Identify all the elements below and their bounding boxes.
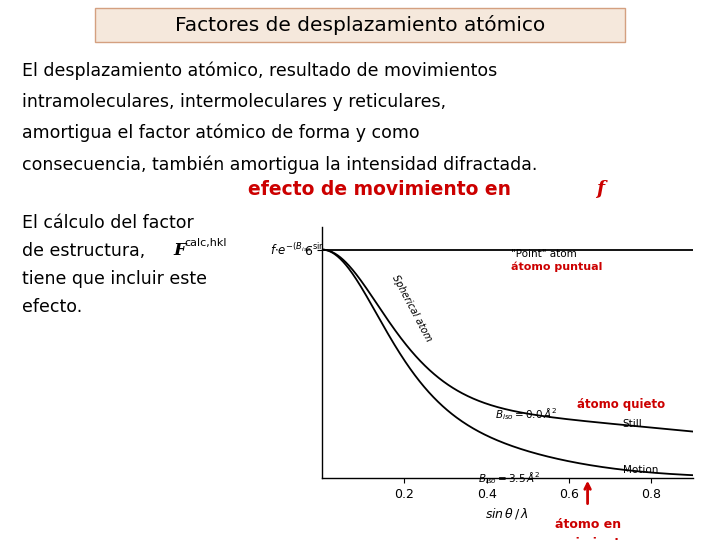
Text: tiene que incluir este: tiene que incluir este [22,270,207,288]
Text: $f{\cdot}e^{-(B_{iso}{\cdot}\sin^2(1/\lambda^2))}$: $f{\cdot}e^{-(B_{iso}{\cdot}\sin^2(1/\la… [270,241,358,258]
Text: $B_{iso} = 0.0\,\AA^2$: $B_{iso} = 0.0\,\AA^2$ [495,406,557,422]
Text: f: f [596,180,604,198]
Text: El cálculo del factor: El cálculo del factor [22,214,194,232]
Text: El desplazamiento atómico, resultado de movimientos: El desplazamiento atómico, resultado de … [22,62,498,80]
Text: Spherical atom: Spherical atom [390,273,433,343]
Text: efecto.: efecto. [22,298,82,316]
Text: de estructura,: de estructura, [22,242,150,260]
Text: átomo quieto: átomo quieto [577,398,665,411]
Text: átomo en: átomo en [554,518,621,531]
X-axis label: $sin\,\theta\,/\,\lambda$: $sin\,\theta\,/\,\lambda$ [485,506,529,521]
Text: efecto de movimiento en: efecto de movimiento en [248,180,518,199]
Text: movimiento: movimiento [546,537,629,540]
Text: "Point" atom: "Point" atom [511,249,577,259]
Text: amortigua el factor atómico de forma y como: amortigua el factor atómico de forma y c… [22,124,420,143]
Text: átomo puntual: átomo puntual [511,261,603,272]
Text: $B_{iso} = 3.5\,\AA^2$: $B_{iso} = 3.5\,\AA^2$ [478,470,541,487]
Text: Motion: Motion [623,464,658,475]
Text: F: F [173,242,185,259]
FancyBboxPatch shape [95,8,625,42]
Text: Factores de desplazamiento atómico: Factores de desplazamiento atómico [175,15,545,35]
Text: calc,hkl: calc,hkl [184,238,227,248]
Text: intramoleculares, intermoleculares y reticulares,: intramoleculares, intermoleculares y ret… [22,93,446,111]
Text: consecuencia, también amortigua la intensidad difractada.: consecuencia, también amortigua la inten… [22,155,537,173]
Text: Still: Still [623,418,642,429]
